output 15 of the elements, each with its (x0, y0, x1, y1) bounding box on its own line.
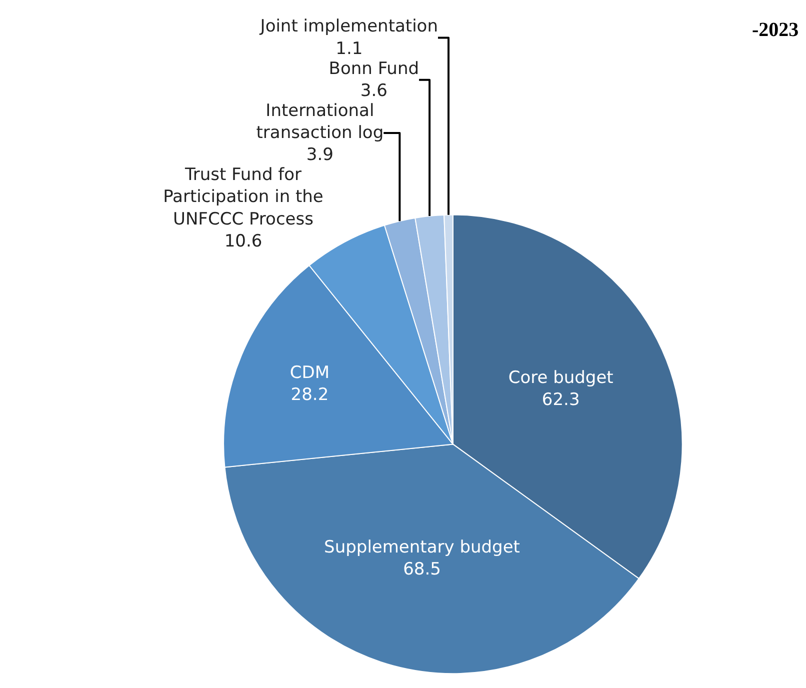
data-label: 28.2 (290, 385, 329, 406)
data-label: 3.9 (306, 145, 334, 166)
data-label: 1.1 (336, 38, 363, 59)
slice-label: Joint implementation (259, 16, 438, 37)
data-label: 10.6 (224, 231, 262, 252)
slice-label: Bonn Fund (328, 58, 420, 79)
slice-label: Supplementary budget (324, 538, 520, 558)
slice-label: Core budget (508, 368, 614, 388)
data-label: 62.3 (542, 390, 580, 410)
text: -2023 (752, 19, 799, 41)
slice-label: Trust Fund for Participation in the UNFCCC Process (163, 165, 324, 230)
slice-label: CDM (290, 363, 330, 384)
data-label: 68.5 (403, 560, 441, 580)
data-label: 3.6 (360, 80, 388, 101)
slice-label: International transaction log (256, 100, 384, 143)
